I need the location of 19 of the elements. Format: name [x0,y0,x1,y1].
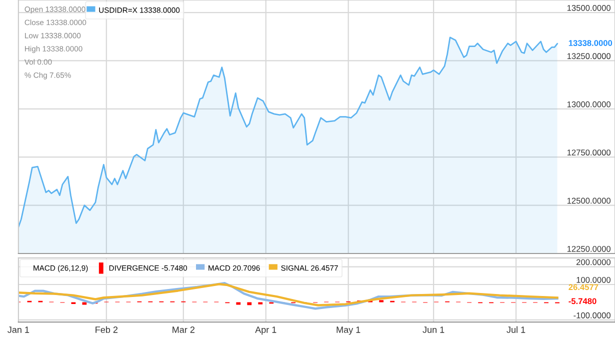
x-tick-label: Feb 2 [96,326,118,333]
x-tick-label: Mar 2 [172,326,194,333]
annotation: 26.4577 [568,284,598,290]
annotation: 13338.0000 [568,40,612,46]
y-tick-label: 200.0000 [576,259,611,266]
y-tick-label: -100.0000 [574,312,611,318]
x-tick-label: Jul 1 [506,326,526,333]
x-tick-label: Jun 1 [422,326,444,333]
y-tick-label: 12500.0000 [567,198,611,204]
y-tick-label: 12750.0000 [567,150,611,156]
x-tick-label: Apr 1 [255,326,276,335]
x-tick-label: May 1 [336,326,360,335]
x-tick-label: Jan 1 [8,326,30,333]
annotation: -5.7480 [568,298,596,304]
y-tick-label: 13000.0000 [567,101,611,108]
y-tick-label: 100.0000 [576,276,611,283]
y-tick-label: 13250.0000 [567,53,611,60]
y-tick-label: 12250.0000 [567,246,611,252]
y-tick-label: 13500.0000 [567,4,611,11]
